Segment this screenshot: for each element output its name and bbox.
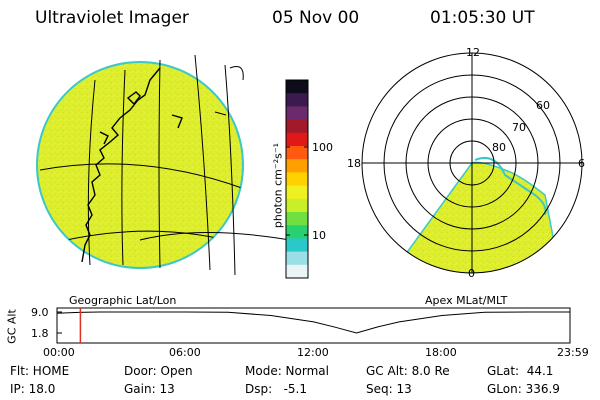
colorbar-band <box>286 146 308 160</box>
mlt-label-0: 0 <box>468 267 475 280</box>
mlat-label-80: 80 <box>492 141 506 154</box>
info-seq: Seq: 13 <box>366 382 412 396</box>
colorbar-band <box>286 251 308 266</box>
info-glon: GLon: 336.9 <box>487 382 560 396</box>
apex-caption: Apex MLat/MLT <box>425 294 508 307</box>
date-label: 05 Nov 00 <box>272 8 360 28</box>
colorbar-band <box>286 198 308 213</box>
colorbar-tick-100: 100 <box>312 141 333 154</box>
altitude-timeline <box>56 307 571 344</box>
colorbar-band <box>286 185 308 200</box>
polar-grid <box>361 52 583 274</box>
info-ip: IP: 18.0 <box>10 382 56 396</box>
colorbar-frame <box>285 79 309 279</box>
altitude-trace <box>56 311 570 334</box>
geographic-caption: Geographic Lat/Lon <box>69 294 177 307</box>
colorbar <box>285 79 309 279</box>
longitude-lines <box>87 54 236 276</box>
colorbar-band <box>286 80 308 94</box>
info-gc-alt: GC Alt: 8.0 Re <box>366 364 450 378</box>
mlat-label-70: 70 <box>512 121 526 134</box>
mlt-label-18: 18 <box>347 157 361 170</box>
info-mode: Mode: Normal <box>245 364 329 378</box>
mlt-label-12: 12 <box>466 46 480 59</box>
instrument-title: Ultraviolet Imager <box>35 8 189 28</box>
timeline-ytick-high: 9.0 <box>31 306 49 319</box>
info-flight: Flt: HOME <box>10 364 70 378</box>
colorbar-band <box>286 264 308 279</box>
colorbar-band <box>286 212 308 226</box>
colorbar-band <box>286 238 308 253</box>
colorbar-band <box>286 172 308 187</box>
colorbar-band <box>286 159 308 173</box>
colorbar-band <box>286 225 308 239</box>
geographic-panel <box>36 54 291 276</box>
timeline-frame <box>56 307 571 344</box>
timeline-xtick-2359: 23:59 <box>557 346 589 359</box>
colorbar-band <box>286 106 308 121</box>
colorbar-band <box>286 132 308 147</box>
colorbar-band <box>286 119 308 134</box>
timeline-xtick-1200: 12:00 <box>297 346 329 359</box>
timeline-ytick-low: 1.8 <box>31 327 49 340</box>
colorbar-tick-10: 10 <box>312 229 326 242</box>
timeline-xtick-1800: 18:00 <box>425 346 457 359</box>
mlat-label-60: 60 <box>536 99 550 112</box>
timeline-axis-label: GC Alt <box>5 309 19 344</box>
info-door: Door: Open <box>124 364 193 378</box>
info-glat: GLat: 44.1 <box>487 364 554 378</box>
coastline <box>81 67 183 263</box>
timeline-xtick-0000: 00:00 <box>43 346 75 359</box>
info-dsp: Dsp: -5.1 <box>245 382 308 396</box>
time-label: 01:05:30 UT <box>430 8 535 28</box>
timeline-xtick-0600: 06:00 <box>169 346 201 359</box>
apex-polar-panel <box>361 52 583 274</box>
colorbar-band <box>286 93 308 107</box>
info-gain: Gain: 13 <box>124 382 175 396</box>
mlt-label-6: 6 <box>578 157 585 170</box>
colorbar-ticks <box>286 146 308 236</box>
colorbar-title: photon cm⁻²s⁻¹ <box>271 142 285 229</box>
